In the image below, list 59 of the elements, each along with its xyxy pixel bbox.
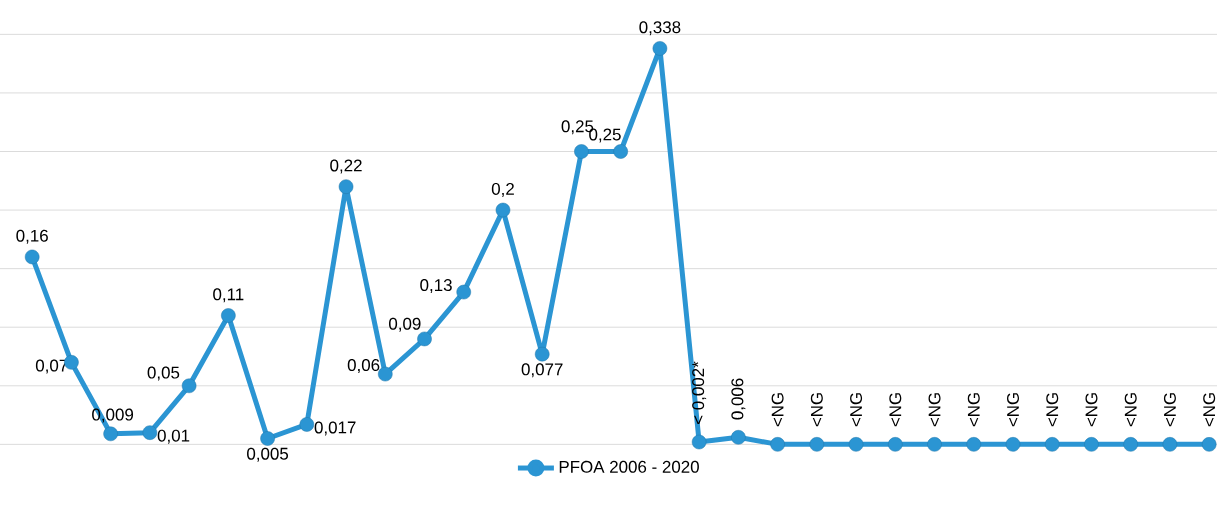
- point: [1084, 437, 1099, 452]
- point: [24, 249, 40, 265]
- data-label: <NG: [810, 393, 823, 427]
- data-label: 0,11: [213, 288, 244, 303]
- data-label: <NG: [1046, 393, 1059, 427]
- data-label: <NG: [771, 393, 784, 427]
- point: [417, 331, 432, 347]
- data-label: 0,22: [330, 159, 362, 174]
- data-label: <NG: [1124, 393, 1137, 427]
- data-label: 0,05: [147, 366, 180, 381]
- legend-label: PFOA 2006 - 2020: [559, 460, 699, 473]
- data-label: 0,006: [731, 378, 746, 420]
- data-label: <NG: [889, 393, 902, 427]
- data-label: <NG: [1085, 393, 1098, 427]
- point: [142, 425, 158, 440]
- point: [1123, 437, 1138, 452]
- data-label: <NG: [850, 393, 863, 427]
- point: [652, 41, 668, 56]
- point: [613, 144, 628, 159]
- data-label: 0,16: [16, 229, 48, 244]
- point: [181, 378, 197, 394]
- point: [691, 434, 707, 450]
- data-label: 0,338: [639, 21, 681, 36]
- point: [221, 308, 236, 323]
- data-label: <NG: [928, 393, 941, 427]
- data-label: 0,06: [347, 359, 380, 374]
- data-label: 0,13: [420, 279, 452, 294]
- point: [534, 346, 550, 362]
- data-label: < 0,002*: [692, 361, 707, 424]
- point: [338, 179, 354, 194]
- point: [1044, 437, 1060, 452]
- point: [1162, 437, 1178, 452]
- data-label: <NG: [967, 393, 980, 427]
- point: [574, 144, 589, 159]
- point: [378, 366, 393, 382]
- point: [966, 437, 982, 452]
- point: [495, 202, 511, 218]
- data-label: 0,01: [157, 429, 190, 444]
- point: [103, 426, 118, 442]
- data-label: 0,2: [491, 182, 514, 197]
- point: [848, 437, 864, 452]
- point: [770, 437, 785, 452]
- point: [1005, 437, 1021, 452]
- data-label: 0,017: [314, 421, 356, 436]
- point: [260, 431, 275, 446]
- data-label: <NG: [1203, 393, 1216, 427]
- data-label: <NG: [1007, 393, 1020, 427]
- data-label: 0,005: [247, 447, 289, 462]
- point: [927, 437, 942, 452]
- data-label: 0,077: [521, 363, 563, 378]
- point: [299, 417, 315, 432]
- point: [809, 437, 825, 452]
- point: [731, 430, 746, 445]
- point: [456, 284, 471, 300]
- data-label: 0,07: [35, 359, 68, 374]
- point: [64, 355, 79, 370]
- data-label: 0,09: [389, 317, 421, 332]
- data-label: <NG: [1163, 393, 1176, 427]
- point: [888, 437, 903, 452]
